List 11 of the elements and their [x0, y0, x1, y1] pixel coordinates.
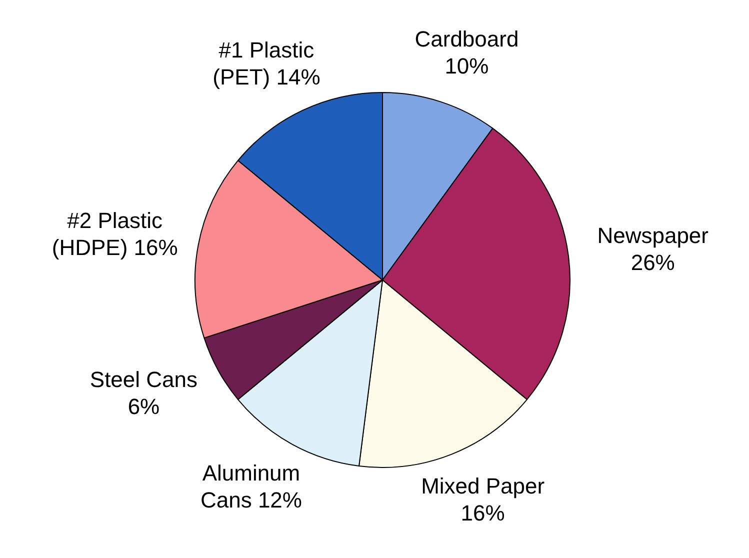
- slice-label: #1 Plastic (PET) 14%: [212, 38, 320, 90]
- data-label: 26%: [630, 250, 675, 275]
- slice-label: Cardboard: [414, 26, 519, 52]
- slice-label: #2 Plastic (HDPE) 16%: [52, 208, 178, 260]
- slice-label: Steel Cans: [90, 366, 198, 392]
- slice-label: Newspaper: [597, 222, 708, 248]
- data-label: 10%: [444, 54, 489, 79]
- slice-label: Mixed Paper: [421, 473, 545, 498]
- slice-label: Aluminum Cans 12%: [200, 460, 302, 513]
- data-label: 16%: [460, 500, 505, 526]
- data-label: 6%: [128, 394, 160, 419]
